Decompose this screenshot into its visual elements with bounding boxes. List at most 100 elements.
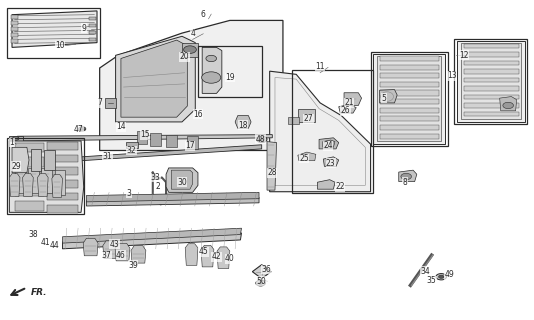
Polygon shape (44, 150, 54, 170)
Polygon shape (100, 20, 283, 150)
Polygon shape (46, 155, 78, 162)
Polygon shape (464, 78, 519, 82)
Polygon shape (323, 140, 335, 147)
Text: 24: 24 (323, 141, 333, 150)
Text: 6: 6 (201, 10, 206, 19)
Polygon shape (46, 142, 78, 149)
Polygon shape (380, 108, 439, 113)
Polygon shape (235, 116, 251, 128)
Polygon shape (11, 39, 18, 43)
Polygon shape (10, 141, 84, 212)
Polygon shape (378, 56, 441, 141)
Text: 35: 35 (427, 276, 437, 285)
Polygon shape (11, 21, 18, 25)
Polygon shape (323, 157, 339, 166)
Polygon shape (464, 69, 519, 74)
Bar (454, 39, 527, 124)
Text: 39: 39 (128, 261, 138, 270)
Polygon shape (103, 241, 117, 258)
Circle shape (184, 46, 197, 53)
Polygon shape (115, 244, 130, 261)
Text: 50: 50 (257, 277, 266, 286)
Polygon shape (399, 170, 417, 181)
Polygon shape (464, 95, 519, 99)
Text: 3: 3 (127, 189, 131, 198)
Text: 44: 44 (50, 241, 59, 250)
Polygon shape (17, 135, 272, 141)
Circle shape (401, 173, 412, 180)
Polygon shape (121, 40, 187, 117)
Polygon shape (46, 180, 78, 188)
Text: 34: 34 (420, 267, 430, 276)
Polygon shape (46, 205, 78, 213)
Polygon shape (464, 103, 519, 108)
Polygon shape (500, 97, 517, 111)
Polygon shape (115, 36, 195, 122)
Polygon shape (41, 168, 52, 193)
Text: 13: 13 (447, 71, 457, 80)
Text: 32: 32 (127, 146, 136, 155)
Circle shape (78, 127, 86, 131)
Text: 15: 15 (140, 130, 150, 139)
Polygon shape (182, 43, 198, 57)
Bar (198, 46, 262, 97)
Polygon shape (87, 192, 259, 202)
Text: 17: 17 (185, 141, 195, 150)
Polygon shape (380, 91, 439, 96)
Polygon shape (14, 172, 44, 181)
Text: 20: 20 (180, 52, 190, 61)
Text: 48: 48 (256, 135, 265, 144)
Polygon shape (83, 238, 98, 256)
Polygon shape (89, 24, 96, 27)
Circle shape (12, 137, 19, 140)
Text: 2: 2 (156, 182, 161, 191)
Text: 22: 22 (335, 182, 345, 191)
Text: 46: 46 (116, 251, 126, 260)
Circle shape (206, 55, 216, 62)
Polygon shape (30, 149, 41, 171)
Text: 29: 29 (11, 162, 21, 171)
Text: 4: 4 (190, 28, 195, 38)
Polygon shape (89, 31, 96, 34)
Polygon shape (44, 145, 262, 163)
Polygon shape (319, 138, 339, 149)
Text: 27: 27 (304, 114, 313, 123)
Text: 14: 14 (116, 122, 125, 131)
Bar (371, 52, 447, 146)
Polygon shape (253, 265, 271, 279)
Polygon shape (62, 228, 241, 243)
Polygon shape (202, 47, 222, 93)
Polygon shape (380, 134, 439, 139)
Text: 37: 37 (101, 251, 112, 260)
Text: 42: 42 (211, 252, 222, 261)
Text: 11: 11 (316, 62, 325, 71)
Polygon shape (37, 174, 48, 196)
Text: 23: 23 (326, 159, 335, 168)
Text: 36: 36 (261, 265, 271, 274)
Text: 43: 43 (109, 240, 120, 249)
Polygon shape (298, 152, 316, 161)
Text: 49: 49 (444, 270, 454, 279)
Polygon shape (137, 131, 147, 143)
Polygon shape (10, 136, 22, 146)
Text: 41: 41 (40, 238, 50, 247)
Text: 1: 1 (10, 138, 14, 147)
Polygon shape (166, 168, 198, 192)
Polygon shape (380, 116, 439, 122)
Text: 26: 26 (341, 106, 350, 115)
Text: 16: 16 (193, 109, 203, 118)
Polygon shape (14, 157, 44, 167)
Polygon shape (380, 82, 439, 87)
Polygon shape (89, 17, 96, 20)
Polygon shape (14, 187, 44, 196)
Text: 21: 21 (344, 99, 354, 108)
Polygon shape (464, 60, 519, 65)
Polygon shape (464, 112, 519, 116)
Polygon shape (380, 56, 439, 61)
Polygon shape (318, 180, 335, 189)
Text: 30: 30 (177, 178, 187, 187)
Polygon shape (344, 93, 362, 105)
Bar (293, 69, 373, 193)
Polygon shape (270, 71, 371, 192)
Text: 33: 33 (151, 173, 160, 182)
